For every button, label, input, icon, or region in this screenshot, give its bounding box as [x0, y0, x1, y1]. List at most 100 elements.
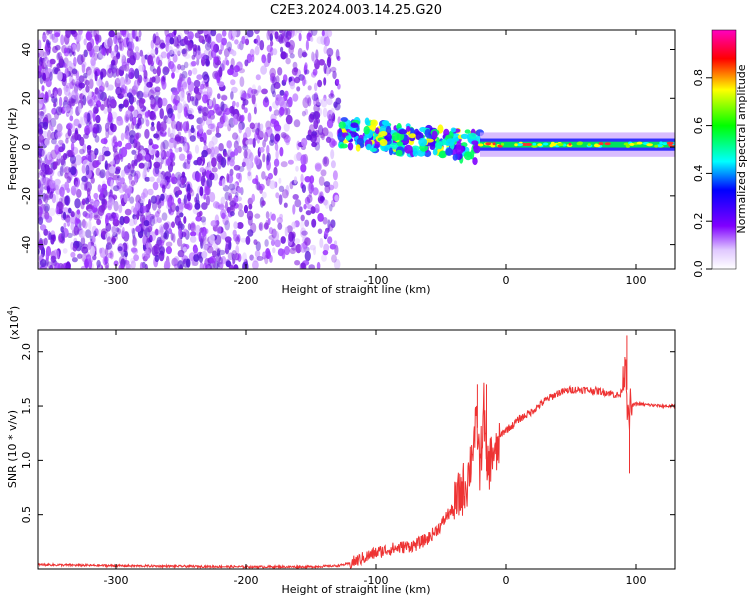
spectrogram-cell	[85, 197, 90, 205]
colorbar-tick-label: 0.4	[692, 165, 705, 183]
spectrogram-cell	[304, 108, 309, 116]
spectrogram-cell	[76, 218, 80, 224]
spectrogram-cell	[132, 213, 137, 220]
spectrogram-cell	[209, 191, 216, 203]
spectrogram-cell	[418, 137, 428, 147]
spectrogram-cell	[253, 239, 258, 246]
spectrogram-cell	[132, 52, 137, 61]
spectrogram-cell	[38, 52, 41, 58]
spectrogram-cell	[236, 101, 240, 108]
spectrogram-cell	[135, 132, 140, 140]
spectrogram-cell	[93, 30, 100, 39]
spectrogram-cell	[102, 256, 108, 266]
spectrogram-cell	[114, 141, 119, 148]
spectrogram-cell	[99, 169, 106, 179]
spectrogram-cell	[73, 118, 80, 127]
spectrogram-cell	[150, 195, 157, 204]
spectrogram-cell	[150, 48, 156, 56]
spectrogram-cell	[330, 199, 336, 208]
spectrogram-cell	[134, 46, 140, 53]
spectrogram-cell	[280, 161, 288, 168]
snr-series-line	[38, 356, 675, 569]
spectrogram-cell	[333, 258, 341, 269]
spectrogram-cell	[173, 138, 177, 150]
spectrogram-cell	[183, 216, 187, 224]
spectrogram-cell	[75, 41, 81, 52]
spectrogram-cell	[327, 236, 333, 245]
spectrogram-cell	[262, 139, 266, 148]
spectrogram-cell	[166, 150, 170, 158]
spectrogram-cell	[92, 30, 97, 36]
spectrogram-cell	[176, 81, 183, 92]
spectrogram-cell	[73, 225, 80, 236]
spectrogram-cell	[114, 77, 121, 89]
spectrogram-cell	[280, 236, 286, 244]
spectrogram-cell	[107, 111, 113, 123]
spectrogram-cell	[230, 91, 234, 100]
spectrogram-cell	[168, 138, 175, 149]
spectrogram-cell	[313, 118, 319, 130]
spectrogram-cell	[322, 107, 328, 118]
spectrogram-cell	[152, 181, 159, 191]
spectrogram-cell	[273, 109, 280, 116]
spectrogram-cell	[196, 74, 203, 80]
spectrogram-cell	[64, 265, 69, 269]
spectrogram-cell	[212, 250, 217, 258]
spectrogram-y-tick-label: -20	[20, 187, 33, 205]
spectrogram-cell	[137, 77, 141, 86]
spectrogram-cell	[174, 215, 181, 226]
spectrogram-cell	[71, 68, 78, 75]
spectrogram-cell	[244, 59, 249, 67]
spectrogram-cells	[38, 30, 675, 269]
spectrogram-cell	[41, 85, 45, 92]
spectrogram-cell	[121, 58, 126, 65]
spectrogram-cell	[46, 168, 53, 175]
spectrogram-cell	[321, 253, 327, 262]
spectrogram-cell	[126, 48, 134, 58]
spectrogram-cell	[266, 160, 271, 171]
spectrogram-cell	[50, 255, 57, 263]
spectrogram-cell	[279, 146, 284, 157]
spectrogram-cell	[276, 217, 283, 224]
spectrogram-cell	[309, 244, 316, 251]
spectrogram-cell	[285, 184, 290, 196]
spectrogram-cell	[293, 119, 301, 128]
spectrogram-cell	[78, 75, 85, 83]
spectrogram-cell	[334, 194, 339, 202]
spectrogram-cell	[291, 67, 298, 76]
spectrogram-cell	[89, 245, 95, 257]
spectrogram-cell	[123, 99, 129, 108]
spectrogram-cell	[199, 262, 204, 269]
spectrogram-cell	[296, 86, 301, 92]
spectrogram-cell	[56, 153, 61, 160]
spectrogram-cell	[221, 95, 228, 101]
spectrogram-cell	[438, 150, 447, 159]
spectrogram-cell	[206, 245, 214, 254]
spectrogram-cell	[296, 140, 301, 151]
spectrogram-cell	[284, 226, 288, 237]
spectrogram-cell	[210, 146, 215, 158]
spectrogram-cell	[106, 82, 110, 92]
spectrogram-cell	[84, 212, 91, 219]
spectrogram-cell	[161, 80, 167, 90]
spectrogram-cell	[171, 72, 175, 79]
spectrogram-cell	[314, 58, 320, 70]
spectrogram-cell	[220, 94, 228, 101]
spectrogram-cell	[477, 143, 484, 147]
spectrogram-cell	[253, 30, 260, 35]
spectrogram-cell	[189, 223, 196, 231]
spectrogram-cell	[278, 194, 283, 206]
spectrogram-cell	[54, 262, 61, 269]
spectrogram-cell	[105, 222, 112, 232]
spectrogram-cell	[126, 92, 133, 98]
spectrogram-cell	[49, 180, 56, 189]
spectrogram-cell	[240, 237, 248, 243]
spectrogram-cell	[71, 89, 79, 100]
spectrogram-cell	[396, 141, 404, 147]
spectrogram-cell	[52, 66, 59, 75]
snr-y-multiplier-close: )	[8, 306, 21, 310]
spectrogram-cell	[186, 192, 192, 202]
spectrogram-cell	[147, 54, 154, 65]
spectrogram-cell	[120, 65, 127, 71]
spectrogram-cell	[65, 86, 69, 92]
